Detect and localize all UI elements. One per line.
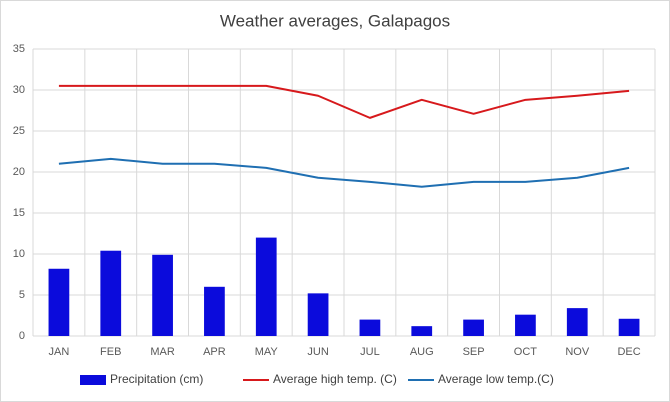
- y-tick-label: 0: [19, 330, 25, 342]
- y-tick-label: 20: [13, 166, 25, 178]
- x-tick-label: APR: [203, 346, 226, 358]
- line: [58, 157, 630, 188]
- x-tick-label: JUN: [307, 346, 328, 358]
- bar: [100, 250, 122, 336]
- bar: [463, 319, 484, 336]
- y-tick-label: 25: [13, 125, 25, 137]
- legend-label: Average high temp. (C): [273, 372, 397, 386]
- y-tick-label: 35: [13, 43, 25, 55]
- bar: [48, 268, 70, 336]
- line: [58, 84, 630, 119]
- x-tick-label: MAY: [255, 346, 279, 358]
- x-tick-label: DEC: [617, 346, 640, 358]
- x-tick-label: OCT: [514, 346, 538, 358]
- legend-label: Precipitation (cm): [110, 372, 203, 386]
- y-tick-label: 15: [13, 207, 25, 219]
- x-tick-label: MAR: [150, 346, 175, 358]
- bar: [618, 318, 640, 336]
- legend-label: Average low temp.(C): [438, 372, 554, 386]
- bar: [515, 314, 536, 336]
- bar: [359, 319, 381, 336]
- y-tick-label: 5: [19, 289, 25, 301]
- x-tick-label: FEB: [100, 346, 121, 358]
- x-tick-label: JUL: [360, 346, 380, 358]
- x-tick-label: JAN: [49, 346, 70, 358]
- bar: [411, 326, 433, 336]
- x-tick-label: AUG: [410, 346, 434, 358]
- bar: [204, 286, 225, 336]
- y-tick-label: 10: [13, 248, 25, 260]
- bar: [307, 293, 329, 336]
- bar: [255, 237, 277, 336]
- x-tick-label: SEP: [463, 346, 485, 358]
- chart-title: Weather averages, Galapagos: [220, 11, 450, 30]
- bar: [152, 254, 173, 336]
- legend-swatch: [80, 375, 106, 385]
- x-tick-label: NOV: [565, 346, 590, 358]
- bar: [566, 308, 588, 336]
- y-tick-label: 30: [13, 84, 25, 96]
